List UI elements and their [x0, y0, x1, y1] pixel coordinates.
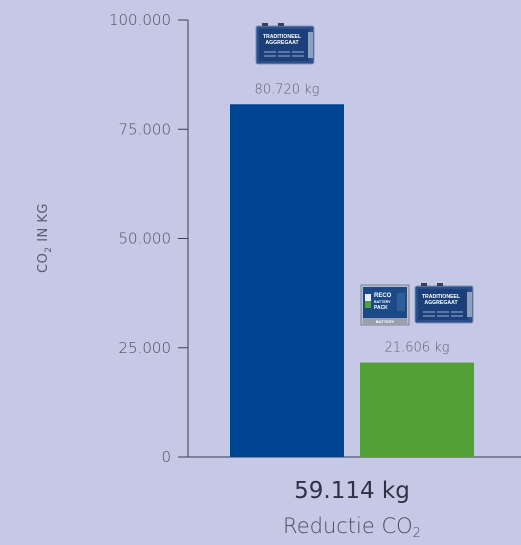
reduction-label: Reductie CO2: [283, 514, 421, 541]
bar-value-label: 21.606 kg: [385, 341, 450, 356]
generator-small-label-1: TRADITIONEEL: [422, 294, 461, 300]
generator-small-label-2: AGGREGAAT: [424, 300, 458, 306]
generator-icon-label-1: TRADITIONEEL: [263, 34, 302, 40]
generator-icon-small: TRADITIONEEL AGGREGAAT: [414, 283, 474, 324]
y-tick-label: 75.000: [119, 120, 172, 138]
battery-icon-label-3: PACK: [374, 305, 388, 311]
generator-icon-label-2: AGGREGAAT: [265, 40, 299, 46]
y-tick-label: 0: [161, 448, 171, 466]
y-axis-title: CO2 IN KG: [36, 203, 54, 273]
bar-value-label: 80.720 kg: [255, 82, 320, 97]
y-tick-label: 50.000: [119, 230, 172, 248]
battery-icon-label-1: RECO: [374, 293, 392, 299]
y-ticks: 0 25.000 50.000 75.000 100.000: [109, 11, 188, 466]
y-tick-label: 25.000: [119, 339, 172, 357]
bar: [360, 362, 474, 457]
y-tick-label: 100.000: [109, 11, 171, 29]
bars: [230, 104, 474, 457]
battery-icon-label-2: BATTERY: [374, 300, 391, 304]
battery-pack-icon: RECO BATTERY PACK BATTERY: [360, 284, 410, 326]
data-labels: 80.720 kg 21.606 kg: [255, 82, 450, 355]
reduction-value: 59.114 kg: [294, 478, 410, 504]
bar: [230, 104, 344, 457]
generator-icon: TRADITIONEEL AGGREGAAT: [255, 23, 315, 65]
battery-icon-footer: BATTERY: [376, 319, 395, 324]
